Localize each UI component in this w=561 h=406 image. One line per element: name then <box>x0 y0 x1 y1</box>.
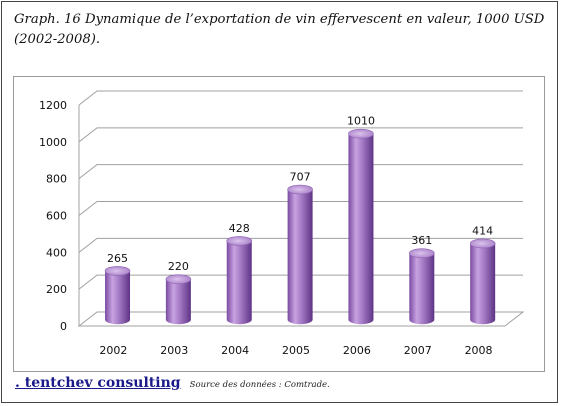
bar-top <box>165 274 192 284</box>
bar <box>409 248 435 325</box>
x-tick-label: 2002 <box>99 344 127 357</box>
y-tick-label: 400 <box>46 246 67 259</box>
data-label: 1010 <box>347 115 375 128</box>
bar-body <box>165 279 191 325</box>
bar-top <box>104 266 131 276</box>
y-tick-label: 1200 <box>39 99 67 112</box>
gridline <box>78 90 523 106</box>
y-tick-label: 800 <box>46 173 67 186</box>
data-label: 361 <box>411 234 432 247</box>
bar-body <box>470 243 496 325</box>
gridline <box>78 237 523 253</box>
source-note: Source des données : Comtrade. <box>189 380 330 390</box>
bar <box>104 266 131 325</box>
x-tick-label: 2006 <box>343 344 371 357</box>
x-tick-label: 2005 <box>282 344 310 357</box>
data-label: 707 <box>290 170 311 183</box>
bar-body <box>409 253 435 325</box>
bar <box>348 128 374 325</box>
bar <box>165 274 192 325</box>
bar <box>287 184 313 325</box>
footer: . tentchev consulting Source des données… <box>15 372 330 394</box>
y-tick-label: 1000 <box>39 136 67 149</box>
brand-logo-text: . tentchev consulting <box>15 375 181 391</box>
y-tick-label: 600 <box>46 210 67 223</box>
bar-body <box>287 189 313 325</box>
gridline <box>78 201 523 216</box>
chart-title: Graph. 16 Dynamique de l’exportation de … <box>14 12 545 47</box>
x-tick-label: 2007 <box>404 344 432 357</box>
data-label: 428 <box>229 222 250 235</box>
bar-top <box>226 236 253 246</box>
gridline <box>78 127 523 143</box>
bar-top <box>287 184 313 195</box>
gridline <box>78 274 523 290</box>
gridline <box>78 164 523 180</box>
y-tick-label: 200 <box>46 283 67 296</box>
bar-body <box>348 133 374 325</box>
x-tick-label: 2003 <box>160 344 188 357</box>
bar-top <box>469 238 496 249</box>
bar-body <box>226 240 252 325</box>
bar <box>226 236 253 325</box>
bar-top <box>348 128 374 139</box>
x-tick-label: 2008 <box>465 344 493 357</box>
data-label: 414 <box>472 224 493 237</box>
bar <box>469 238 496 325</box>
bar-body <box>105 270 131 325</box>
x-tick-label: 2004 <box>221 344 249 357</box>
y-tick-label: 0 <box>60 320 67 333</box>
data-label: 265 <box>107 252 128 265</box>
data-label: 220 <box>168 260 189 273</box>
bar-top <box>409 248 435 259</box>
